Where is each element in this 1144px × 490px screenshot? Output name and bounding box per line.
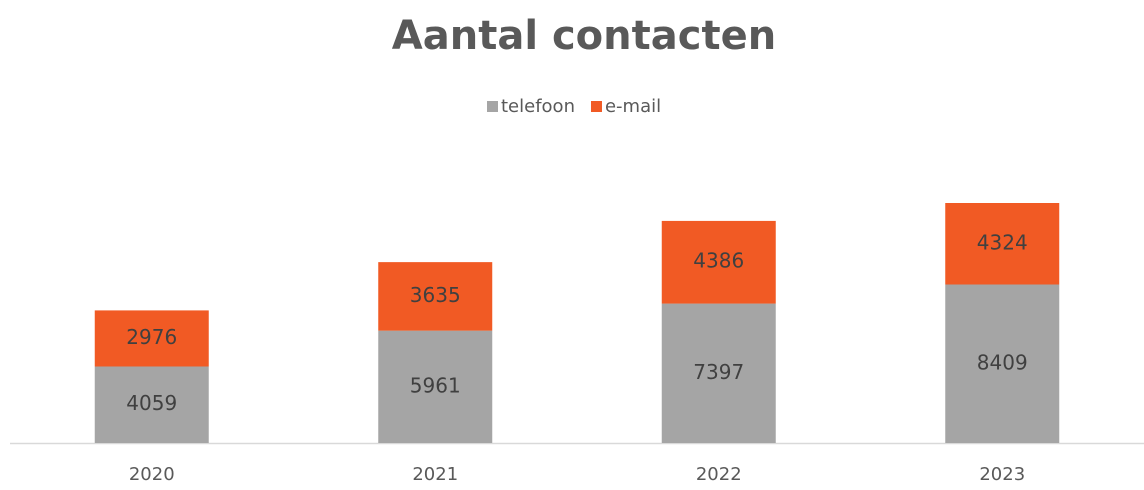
- bar-segment: [94, 310, 209, 367]
- data-label: 4386: [693, 249, 744, 273]
- x-tick-label: 2020: [129, 464, 175, 485]
- data-label: 4324: [977, 230, 1028, 254]
- bar-segment: [94, 366, 209, 443]
- bar-segment: [661, 220, 776, 304]
- x-tick-label: 2021: [412, 464, 458, 485]
- legend-swatch: [487, 101, 498, 112]
- data-label: 2976: [126, 325, 177, 349]
- chart-title: Aantal contacten: [392, 13, 776, 59]
- legend-label: e-mail: [605, 96, 661, 117]
- bar-segment: [378, 262, 493, 331]
- x-tick-label: 2023: [979, 464, 1025, 485]
- x-tick-label: 2022: [696, 464, 742, 485]
- data-label: 7397: [693, 360, 744, 384]
- data-label: 3635: [410, 283, 461, 307]
- bar-segment: [945, 203, 1060, 285]
- legend-swatch: [590, 101, 602, 112]
- bar-segment: [378, 330, 493, 443]
- bar-segment: [945, 284, 1060, 443]
- data-label: 4059: [126, 391, 177, 415]
- bar-segment: [661, 303, 776, 443]
- legend-label: telefoon: [501, 96, 575, 117]
- data-label: 8409: [977, 350, 1028, 374]
- data-label: 5961: [410, 373, 461, 397]
